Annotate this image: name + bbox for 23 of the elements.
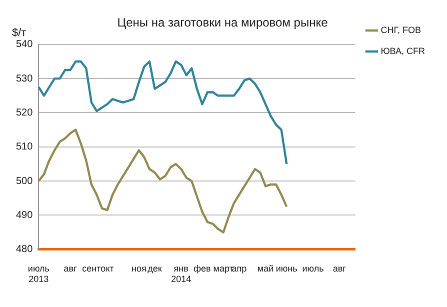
y-tick-label: 530 [16,73,34,84]
x-tick-label: авг [332,263,347,274]
x-tick-label: ноя [131,263,146,274]
y-tick-label: 490 [16,210,34,221]
x-tick-label: янв 2014 [171,263,192,284]
x-tick-label: июль 2013 [28,263,50,284]
y-tick-label: 520 [16,107,34,118]
legend-label: СНГ, FOB [380,24,421,35]
legend-label: ЮВА, CFR [380,46,426,56]
y-tick-label: 500 [16,176,34,187]
x-tick-label: фев [194,263,212,274]
chart-title: Цены на заготовки на мировом рынке [117,16,328,30]
x-tick-label: май [257,263,274,274]
x-tick-label: дек [148,263,162,274]
y-axis-title: $/т [12,26,26,39]
x-tick-label: июль [302,263,324,274]
x-tick-label: авг [64,263,78,274]
y-tick-label: 540 [16,39,34,50]
y-tick-label: 510 [16,142,34,153]
x-tick-label: июнь [276,263,298,274]
y-tick-label: 480 [16,244,34,256]
x-tick-label: сент [82,263,101,274]
x-tick-label: окт [100,263,114,274]
